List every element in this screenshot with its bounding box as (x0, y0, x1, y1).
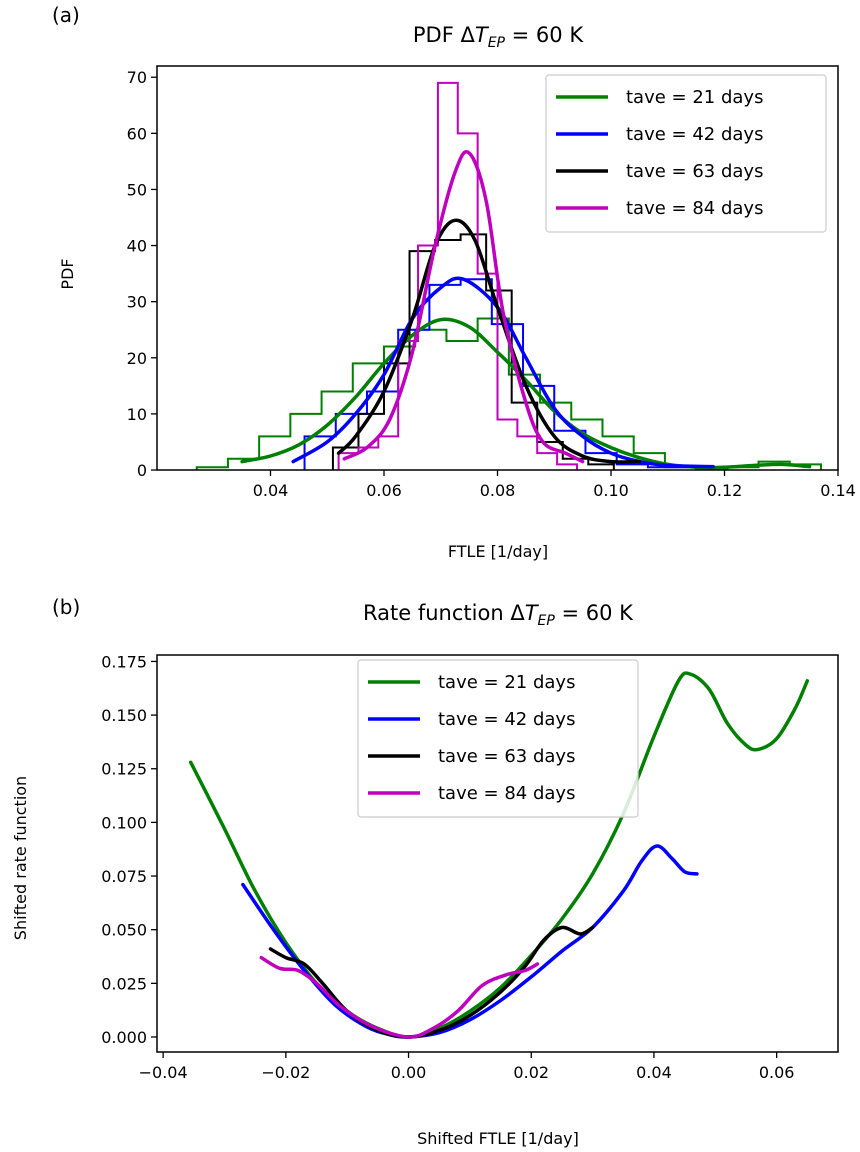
y-axis-label-a: PDF (58, 258, 77, 289)
x-tick-label: 0.06 (759, 1063, 795, 1082)
data-layer (195, 81, 822, 470)
x-tick-label: 0.08 (480, 481, 516, 500)
y-axis-label-b: Shifted rate function (11, 776, 30, 940)
legend-box (357, 659, 639, 818)
y-tick-label: 0 (137, 461, 147, 480)
legend-label-4: tave = 84 days (626, 198, 763, 219)
data-layer (188, 671, 810, 1039)
x-tick-label: 0.14 (820, 481, 856, 500)
y-tick-label: 0.075 (101, 867, 147, 886)
x-tick-label: −0.04 (139, 1063, 188, 1082)
y-tick-label: 0.100 (101, 813, 147, 832)
y-tick-label: 50 (127, 180, 147, 199)
y-tick-label: 10 (127, 405, 147, 424)
legend-label-4: tave = 84 days (438, 783, 575, 804)
histogram-3 (331, 233, 615, 470)
legend-label-1: tave = 21 days (438, 672, 575, 693)
panel-b: (b) Rate function ΔTEP = 60 K −0.04 −0.02… (11, 595, 839, 1148)
x-axis-label-a: FTLE [1/day] (448, 542, 548, 561)
x-tick-label: 0.04 (636, 1063, 672, 1082)
y-tick-label: 0.025 (101, 974, 147, 993)
legend-box (545, 74, 827, 233)
y-tick-label: 0.175 (101, 652, 147, 671)
chart-title-a: PDF ΔTEP = 60 K (413, 23, 584, 51)
panel-label-a: (a) (52, 3, 80, 27)
panel-a: (a) PDF ΔTEP = 60 K 0.04 0.06 0.08 0.10 0.12… (52, 3, 856, 561)
kde-line-3 (336, 218, 642, 464)
rate-line-3 (268, 925, 595, 1039)
panel-label-b: (b) (52, 595, 80, 619)
x-tick-label: 0.04 (253, 481, 289, 500)
y-tick-label: 0.000 (101, 1028, 147, 1047)
y-tick-label: 0.050 (101, 921, 147, 940)
x-tick-label: 0.12 (707, 481, 743, 500)
kde-line-1 (240, 317, 812, 470)
histogram-2 (303, 278, 712, 470)
legend: tave = 21 days tave = 42 days tave = 63 da… (545, 74, 827, 233)
x-tick-label: 0.02 (513, 1063, 549, 1082)
rate-line-2 (241, 844, 699, 1039)
y-tick-label: 0.125 (101, 760, 147, 779)
legend-label-3: tave = 63 days (438, 746, 575, 767)
y-tick-label: 70 (127, 68, 147, 87)
plot-area-a: 0.04 0.06 0.08 0.10 0.12 0.14 0 10 20 30 40 50 60 70 t… (127, 65, 856, 500)
y-tick-label: 40 (127, 237, 147, 256)
x-tick-label: −0.02 (261, 1063, 310, 1082)
y-tick-label: 60 (127, 124, 147, 143)
legend-label-2: tave = 42 days (626, 124, 763, 145)
plot-area-b: −0.04 −0.02 0.00 0.02 0.04 0.06 0.000 0.025 0.05… (101, 652, 839, 1082)
kde-line-4 (342, 150, 585, 464)
legend-label-1: tave = 21 days (626, 87, 763, 108)
y-tick-label: 20 (127, 349, 147, 368)
legend-label-2: tave = 42 days (438, 709, 575, 730)
histogram-4 (337, 81, 578, 470)
legend-label-3: tave = 63 days (626, 161, 763, 182)
x-tick-label: 0.10 (593, 481, 629, 500)
x-axis-label-b: Shifted FTLE [1/day] (417, 1129, 579, 1148)
x-tick-label: 0.06 (366, 481, 402, 500)
axes-frame (156, 654, 839, 1053)
x-tick-label: 0.00 (391, 1063, 427, 1082)
chart-title-b: Rate function ΔTEP = 60 K (363, 601, 634, 629)
legend: tave = 21 days tave = 42 days tave = 63 da… (357, 659, 639, 818)
y-tick-label: 30 (127, 293, 147, 312)
y-tick-label: 0.150 (101, 706, 147, 725)
rate-line-4 (259, 955, 540, 1039)
